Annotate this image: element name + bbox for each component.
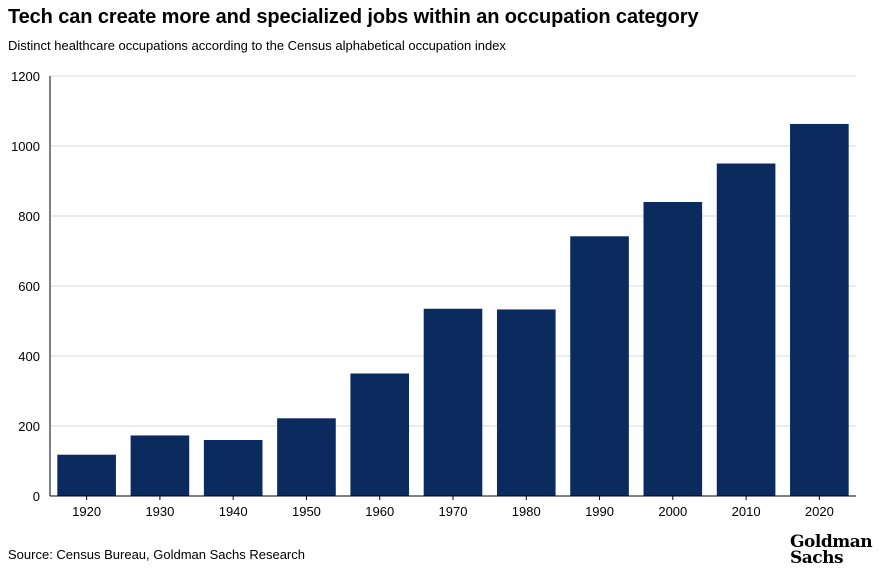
y-tick-label: 600: [18, 279, 40, 294]
goldman-sachs-logo: Goldman Sachs: [790, 532, 874, 568]
bar-1960: [350, 373, 410, 496]
y-tick-label: 800: [18, 209, 40, 224]
y-tick-label: 200: [18, 419, 40, 434]
y-tick-label: 400: [18, 349, 40, 364]
chart-title: Tech can create more and specialized job…: [8, 6, 699, 28]
y-tick-label: 0: [33, 489, 40, 504]
x-tick-label: 1950: [292, 504, 321, 519]
y-tick-label: 1200: [11, 69, 40, 84]
y-tick-label: 1000: [11, 139, 40, 154]
logo-line-1: Goldman: [790, 532, 873, 552]
tick-labels: 0 200 400 600 800 1000 1200 1920 1930 1940 1950 196…: [11, 69, 834, 519]
bar-1970: [423, 308, 483, 496]
x-tick-label: 2000: [658, 504, 687, 519]
bars: [57, 123, 849, 497]
x-tick-label: 1980: [512, 504, 541, 519]
bar-1920: [57, 454, 116, 496]
x-tick-label: 1990: [585, 504, 614, 519]
chart-subtitle: Distinct healthcare occupations accordin…: [8, 38, 506, 53]
bar-1990: [570, 236, 629, 497]
bar-2000: [643, 202, 703, 496]
bar-2020: [790, 123, 849, 496]
logo-line-2: Sachs: [790, 548, 844, 568]
axes: [49, 76, 856, 500]
x-tick-label: 1930: [145, 504, 174, 519]
x-tick-label: 1970: [439, 504, 468, 519]
bar-1930: [130, 435, 190, 496]
x-tick-label: 1940: [219, 504, 248, 519]
x-tick-label: 2010: [732, 504, 761, 519]
x-tick-label: 1960: [365, 504, 394, 519]
source-note: Source: Census Bureau, Goldman Sachs Res…: [8, 547, 305, 562]
bar-2010: [716, 163, 776, 496]
x-tick-label: 1920: [72, 504, 101, 519]
x-tick-label: 2020: [805, 504, 834, 519]
bar-1950: [277, 418, 336, 496]
bar-1940: [203, 440, 263, 496]
bar-1980: [496, 309, 556, 496]
